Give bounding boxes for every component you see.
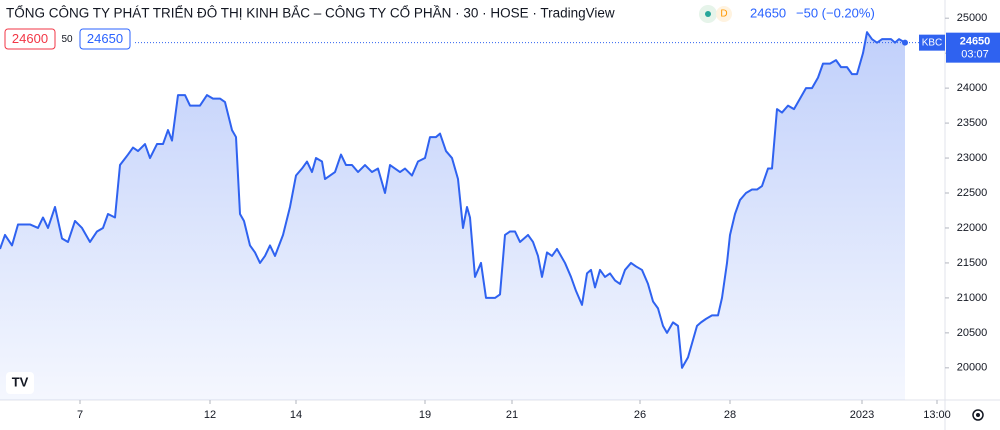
status: D xyxy=(720,9,727,20)
x-tick-label: 26 xyxy=(634,409,646,421)
symbol-box xyxy=(919,34,945,51)
svg-text:TV: TV xyxy=(12,374,29,389)
price-line xyxy=(0,31,906,369)
y-tick-label: 21500 xyxy=(957,257,988,269)
ask: 24650 xyxy=(87,31,123,46)
x-tick-label: 21 xyxy=(506,409,518,421)
last-point xyxy=(902,39,908,46)
y-tick-label: 20000 xyxy=(957,362,988,374)
y-tick-label: 23500 xyxy=(957,117,988,129)
symbol: KBC xyxy=(922,37,943,48)
last-price: 24650 xyxy=(750,5,786,20)
y-tick-label: 24000 xyxy=(957,82,988,94)
tv-logo: TV xyxy=(6,372,34,394)
x-tick-label: 7 xyxy=(77,409,83,421)
price-box xyxy=(946,32,1000,63)
spread: 50 xyxy=(61,34,73,45)
y-tick-label: 21000 xyxy=(957,292,988,304)
change: −50 (−0.20%) xyxy=(796,5,875,20)
bid: 24600 xyxy=(12,31,48,46)
x-tick-label: 14 xyxy=(290,409,302,421)
y-tick-label: 23000 xyxy=(957,152,988,164)
area-fill xyxy=(0,32,905,400)
status-dot xyxy=(705,11,711,17)
chart-title: TỔNG CÔNG TY PHÁT TRIỂN ĐÔ THỊ KINH BẮC … xyxy=(6,6,615,21)
y-tick-label: 22000 xyxy=(957,222,988,234)
y-tick-label: 22500 xyxy=(957,187,988,199)
plot xyxy=(0,31,908,400)
price-label: 24650 xyxy=(960,36,991,48)
ask-box[interactable] xyxy=(79,28,131,50)
settings-icon[interactable] xyxy=(972,409,984,421)
x-tick-label: 2023 xyxy=(850,409,874,421)
y-tick-label: 25000 xyxy=(957,12,988,24)
x-tick-label: 28 xyxy=(724,409,736,421)
bid-box[interactable] xyxy=(4,28,56,50)
y-tick-label: 20500 xyxy=(957,327,988,339)
x-tick-label: 12 xyxy=(204,409,216,421)
x-tick-label: 13:00 xyxy=(923,409,951,421)
x-tick-label: 19 xyxy=(419,409,431,421)
status-badge xyxy=(716,6,732,22)
countdown: 03:07 xyxy=(961,49,989,61)
